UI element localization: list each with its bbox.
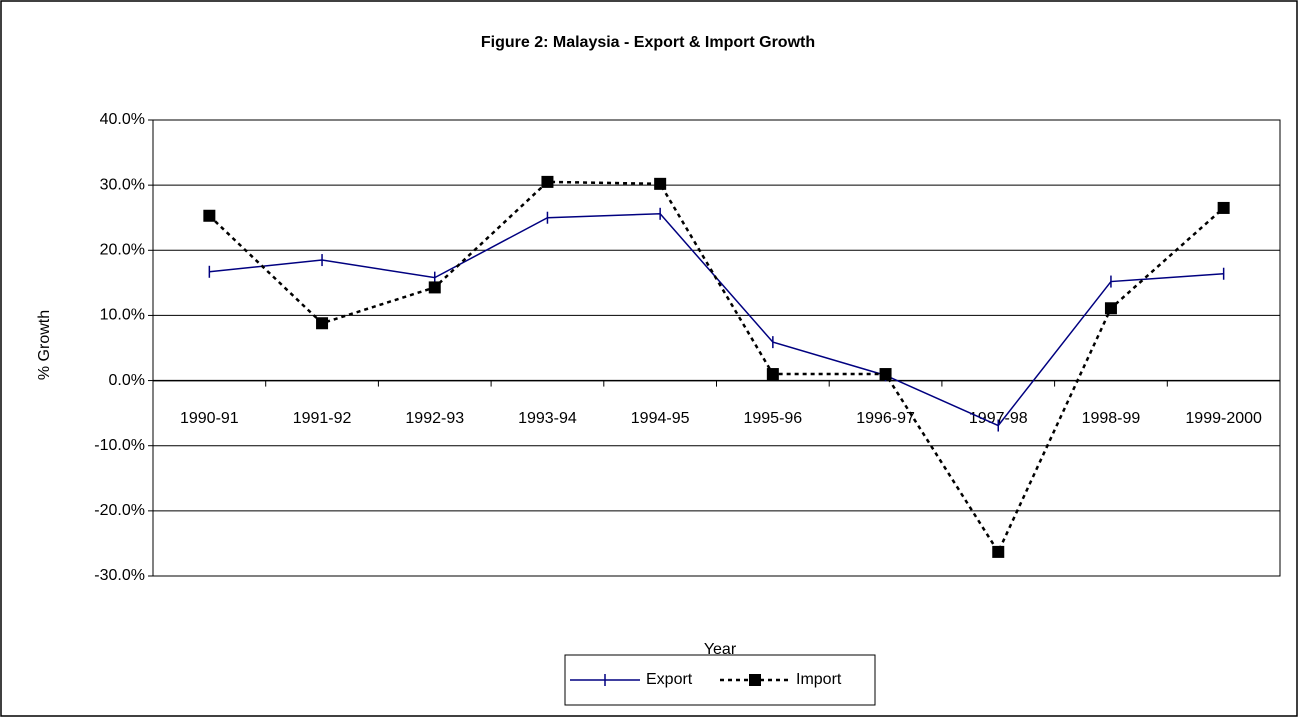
- marker: [428, 281, 441, 294]
- marker: [541, 175, 554, 188]
- legend-marker: [749, 674, 761, 686]
- x-tick-label: 1996-97: [856, 410, 915, 427]
- x-tick-label: 1990-91: [180, 410, 239, 427]
- marker: [654, 177, 667, 190]
- x-tick-label: 1992-93: [405, 410, 464, 427]
- x-tick-label: 1995-96: [743, 410, 802, 427]
- y-tick-label: -20.0%: [94, 502, 145, 519]
- y-tick-label: -30.0%: [94, 567, 145, 584]
- x-tick-label: 1997-98: [969, 410, 1028, 427]
- y-tick-label: -10.0%: [94, 437, 145, 454]
- y-tick-label: 30.0%: [100, 176, 145, 193]
- x-tick-label: 1994-95: [631, 410, 690, 427]
- y-tick-label: 20.0%: [100, 242, 145, 259]
- marker: [766, 368, 779, 381]
- y-tick-label: 40.0%: [100, 111, 145, 128]
- marker: [203, 209, 216, 222]
- legend-label: Export: [646, 671, 693, 688]
- plot-area: [152, 119, 1281, 577]
- marker: [1217, 201, 1230, 214]
- chart-title: Figure 2: Malaysia - Export & Import Gro…: [481, 34, 815, 51]
- y-tick-label: 10.0%: [100, 307, 145, 324]
- x-tick-label: 1998-99: [1082, 410, 1141, 427]
- legend-label: Import: [796, 671, 842, 688]
- marker: [879, 368, 892, 381]
- marker: [316, 317, 329, 330]
- x-tick-label: 1993-94: [518, 410, 577, 427]
- x-tick-label: 1999-2000: [1185, 410, 1262, 427]
- marker: [992, 545, 1005, 558]
- marker: [1104, 302, 1117, 315]
- x-tick-label: 1991-92: [293, 410, 352, 427]
- y-tick-label: 0.0%: [109, 372, 145, 389]
- y-axis-label: % Growth: [36, 310, 53, 380]
- x-axis-label: Year: [704, 641, 737, 658]
- series-line: [208, 180, 1225, 555]
